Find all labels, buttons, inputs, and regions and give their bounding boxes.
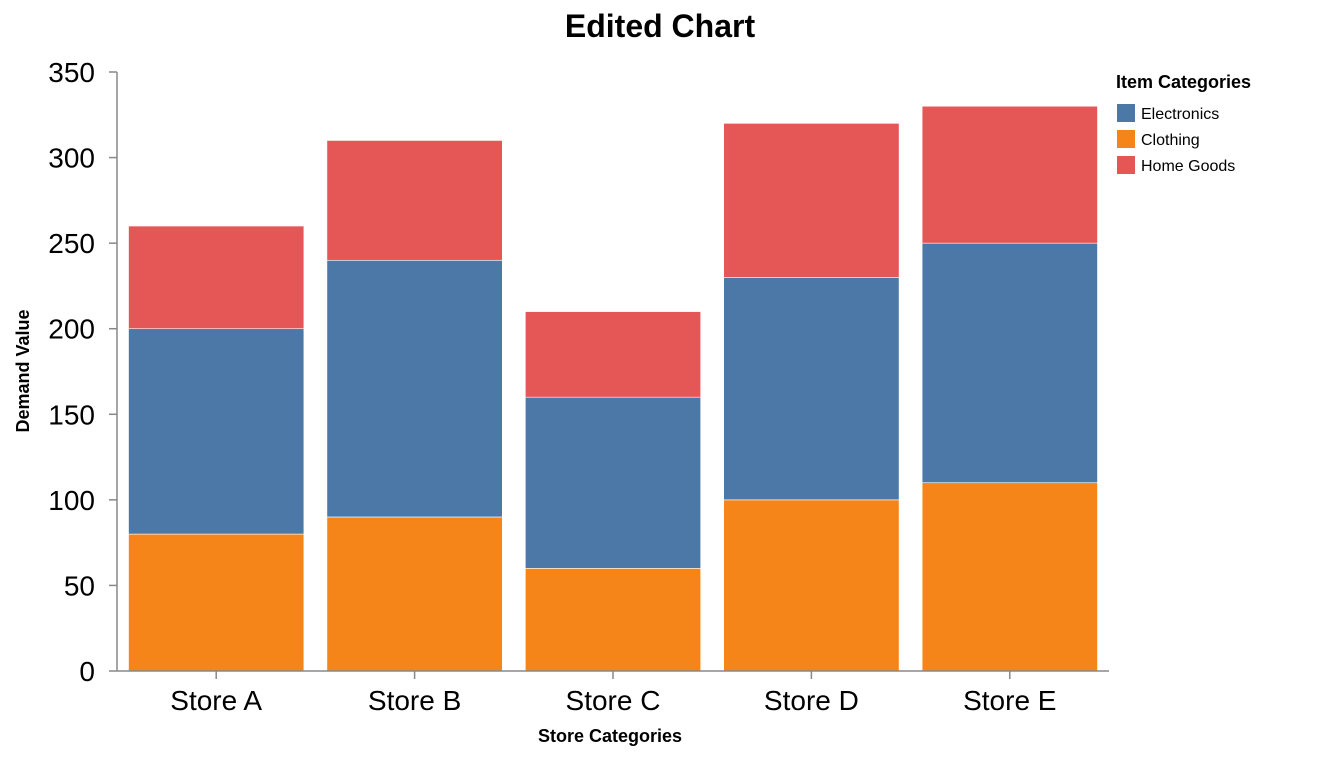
bar-clothing-store-c [525, 568, 701, 672]
y-tick-label: 250 [48, 228, 95, 259]
x-axis: Store A Store B Store C Store D Store E [117, 670, 1109, 716]
legend-swatch-electronics [1117, 104, 1135, 122]
y-tick-label: 0 [79, 656, 95, 687]
y-tick-label: 150 [48, 399, 95, 430]
legend: Item Categories Electronics Clothing Home … [1116, 72, 1251, 175]
bar-clothing-store-d [723, 499, 900, 672]
x-tick-label: Store B [368, 685, 461, 716]
bar-clothing-store-b [326, 516, 503, 672]
y-tick-label: 300 [48, 143, 95, 174]
y-axis-title: Demand Value [13, 309, 33, 432]
x-tick-label: Store D [764, 685, 859, 716]
x-tick-label: Store A [170, 685, 262, 716]
bar-clothing-store-a [128, 533, 305, 672]
legend-label-clothing: Clothing [1141, 132, 1200, 149]
y-tick-label: 50 [64, 570, 95, 601]
bar-electronics-store-c [525, 396, 701, 569]
bar-home-goods-store-b [326, 140, 503, 261]
legend-swatch-clothing [1117, 130, 1135, 148]
y-tick-label: 200 [48, 314, 95, 345]
bar-home-goods-store-e [921, 105, 1098, 244]
legend-title: Item Categories [1116, 72, 1251, 92]
bar-clothing-store-e [921, 482, 1098, 672]
x-tick-label: Store C [566, 685, 661, 716]
bar-electronics-store-a [128, 328, 305, 535]
x-axis-title: Store Categories [538, 726, 682, 746]
legend-swatch-home-goods [1117, 156, 1135, 174]
plot-area [128, 105, 1098, 672]
bar-home-goods-store-d [723, 123, 900, 278]
bar-electronics-store-e [921, 242, 1098, 484]
chart-title: Edited Chart [565, 8, 756, 44]
y-tick-label: 350 [48, 57, 95, 88]
bar-electronics-store-d [723, 277, 900, 501]
y-tick-label: 100 [48, 485, 95, 516]
bar-home-goods-store-a [128, 225, 305, 330]
bar-electronics-store-b [326, 259, 503, 518]
x-tick-label: Store E [963, 685, 1056, 716]
bar-home-goods-store-c [525, 311, 701, 398]
y-axis: 0 50 100 150 200 250 300 350 [48, 57, 118, 687]
legend-label-electronics: Electronics [1141, 106, 1219, 123]
legend-label-home-goods: Home Goods [1141, 158, 1235, 175]
